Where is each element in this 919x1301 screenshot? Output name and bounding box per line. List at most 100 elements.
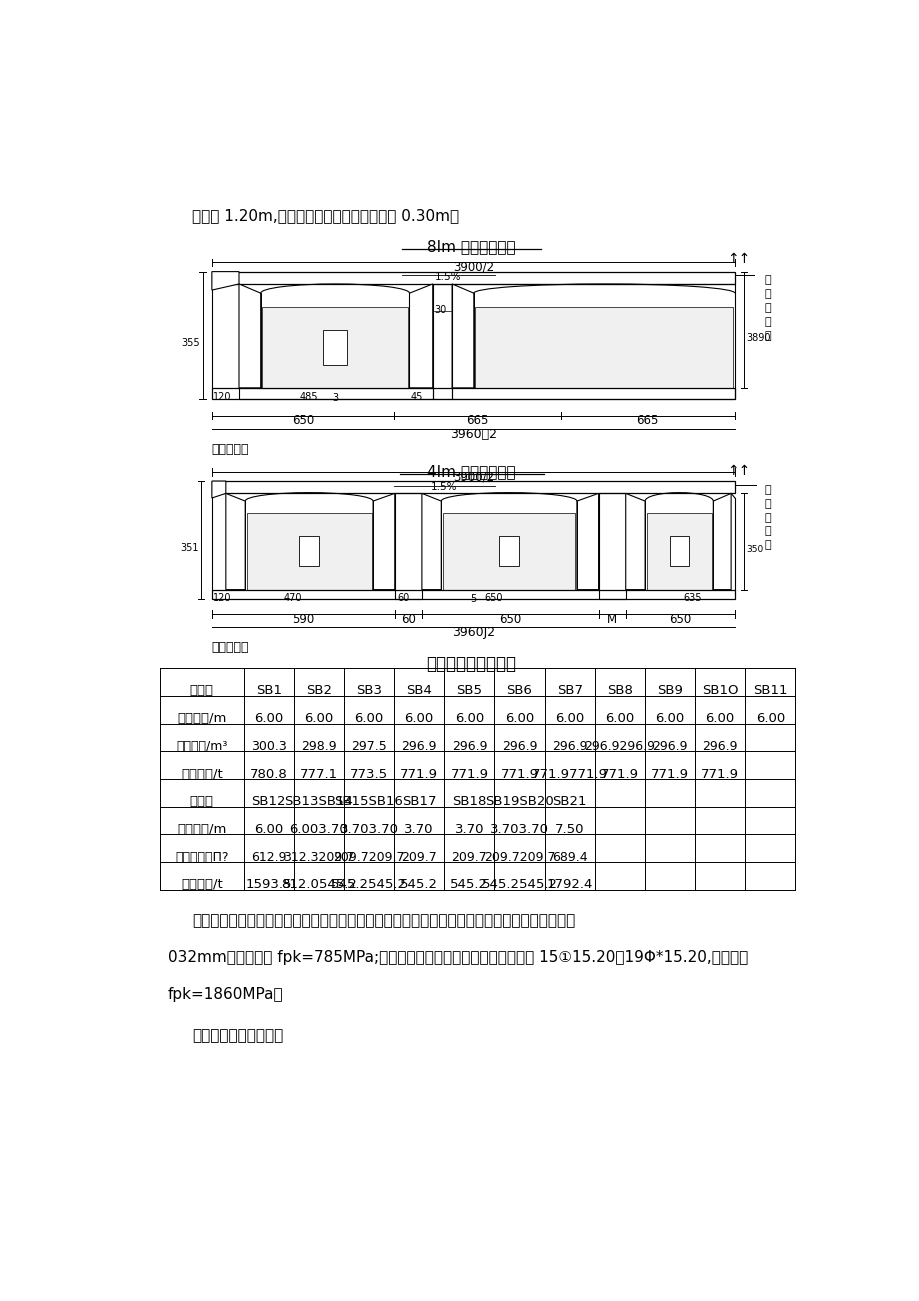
Text: 545.2: 545.2: [400, 878, 437, 891]
Text: 545.2: 545.2: [450, 878, 488, 891]
Text: 635: 635: [683, 593, 701, 602]
Text: SB2: SB2: [305, 684, 332, 697]
Text: 主梁边跨节段参数表: 主梁边跨节段参数表: [426, 656, 516, 673]
Bar: [246, 513, 371, 589]
Text: 771.9: 771.9: [651, 768, 688, 781]
Text: 6.003.70: 6.003.70: [289, 824, 348, 837]
Text: fpk=1860MPa。: fpk=1860MPa。: [167, 987, 283, 1002]
Text: 6.00: 6.00: [505, 712, 534, 725]
Text: 6.00: 6.00: [254, 824, 283, 837]
Text: 650: 650: [499, 613, 521, 626]
Text: 300.3: 300.3: [251, 740, 287, 753]
Text: 689.4: 689.4: [551, 851, 587, 864]
Text: 3900/2: 3900/2: [452, 470, 494, 483]
Text: 混凝土量／Π?: 混凝土量／Π?: [175, 851, 228, 864]
Text: 771.9: 771.9: [450, 768, 488, 781]
Text: 209.7: 209.7: [401, 851, 437, 864]
Text: 线: 线: [764, 540, 770, 550]
Text: 6.00: 6.00: [605, 712, 634, 725]
Text: 节段重量/t: 节段重量/t: [181, 878, 222, 891]
Text: 777.1: 777.1: [300, 768, 337, 781]
Text: 773.5: 773.5: [349, 768, 388, 781]
Text: 60: 60: [401, 613, 415, 626]
Text: SB4: SB4: [406, 684, 432, 697]
Bar: [239, 388, 432, 398]
Text: 296.9: 296.9: [501, 740, 537, 753]
Text: 3.70: 3.70: [454, 824, 483, 837]
Text: 3.703.70: 3.703.70: [490, 824, 549, 837]
Text: 单位：原米: 单位：原米: [211, 641, 249, 654]
Polygon shape: [576, 493, 598, 589]
Bar: [394, 493, 422, 598]
Text: 梁: 梁: [764, 498, 770, 509]
Text: 296.9: 296.9: [702, 740, 737, 753]
Text: SB3: SB3: [356, 684, 381, 697]
Bar: [299, 536, 319, 566]
Text: 边腹板 1.20m,肋板与底板闭合，肋板厚度为 0.30m。: 边腹板 1.20m,肋板与底板闭合，肋板厚度为 0.30m。: [192, 208, 460, 224]
Text: 296.9296.9: 296.9296.9: [584, 740, 654, 753]
Text: 节段长度/m: 节段长度/m: [177, 824, 226, 837]
Text: 3.70: 3.70: [404, 824, 434, 837]
Polygon shape: [225, 493, 245, 589]
Text: SB13SB14: SB13SB14: [284, 795, 353, 808]
Text: 节段重量/t: 节段重量/t: [181, 768, 222, 781]
Text: SB21: SB21: [552, 795, 586, 808]
Text: 1.5%: 1.5%: [431, 481, 457, 492]
Text: SB15SB16: SB15SB16: [335, 795, 403, 808]
Text: SB12: SB12: [251, 795, 286, 808]
Text: 209.7209.7: 209.7209.7: [333, 851, 404, 864]
Text: SB5: SB5: [456, 684, 482, 697]
Text: 812.0545.2: 812.0545.2: [280, 878, 357, 891]
Text: 6.00: 6.00: [304, 712, 334, 725]
Text: 3890: 3890: [746, 333, 770, 343]
Polygon shape: [625, 493, 644, 589]
Text: ↑↑: ↑↑: [726, 252, 750, 267]
Text: SB19SB20: SB19SB20: [484, 795, 553, 808]
Text: 1593.5: 1593.5: [245, 878, 291, 891]
Text: 8Im 跨主梁横断面: 8Im 跨主梁横断面: [426, 239, 516, 254]
Text: 771.9: 771.9: [500, 768, 538, 781]
Bar: [262, 307, 407, 388]
Text: 6.00: 6.00: [705, 712, 734, 725]
Text: M: M: [607, 613, 617, 626]
Text: 470: 470: [284, 593, 302, 602]
Text: SB18: SB18: [452, 795, 486, 808]
Bar: [211, 388, 734, 398]
Text: 209.7209.7: 209.7209.7: [483, 851, 555, 864]
Text: 665: 665: [636, 414, 658, 427]
Text: 3: 3: [333, 393, 338, 403]
Bar: [211, 272, 734, 284]
Text: SB8: SB8: [607, 684, 632, 697]
Text: 6.00: 6.00: [454, 712, 483, 725]
Text: 节段号: 节段号: [189, 795, 213, 808]
Text: 771.9: 771.9: [700, 768, 738, 781]
Text: 中: 中: [764, 303, 770, 314]
Text: 6.00: 6.00: [654, 712, 684, 725]
Text: 665: 665: [466, 414, 488, 427]
Text: SB1O: SB1O: [701, 684, 738, 697]
Text: 350: 350: [746, 545, 763, 554]
Polygon shape: [211, 272, 239, 290]
Text: 209.7: 209.7: [451, 851, 487, 864]
Bar: [211, 481, 734, 493]
Text: 296.9: 296.9: [652, 740, 687, 753]
Text: 3960，2: 3960，2: [449, 428, 496, 441]
Text: 650: 650: [483, 593, 502, 602]
Text: 032mm，标准强度 fpk=785MPa;预应力钢绞线采用高强度低松弛钢绞线 15①15.20、19Φ*15.20,抗拉强度: 032mm，标准强度 fpk=785MPa;预应力钢绞线采用高强度低松弛钢绞线 …: [167, 950, 747, 965]
Text: 612.9: 612.9: [251, 851, 286, 864]
Text: 120: 120: [213, 593, 232, 602]
Text: 6.00: 6.00: [754, 712, 784, 725]
Text: 545.2545.2: 545.2545.2: [331, 878, 406, 891]
Text: SB9: SB9: [656, 684, 682, 697]
Text: 355: 355: [181, 338, 200, 349]
Text: 60: 60: [397, 593, 409, 602]
Text: SB1: SB1: [255, 684, 281, 697]
Text: 6.00: 6.00: [354, 712, 383, 725]
Text: 主: 主: [764, 276, 770, 285]
Text: 312.3209.7: 312.3209.7: [283, 851, 354, 864]
Text: 3960J2: 3960J2: [451, 626, 494, 639]
Polygon shape: [373, 493, 394, 589]
Text: SB7: SB7: [556, 684, 582, 697]
Text: SB17: SB17: [402, 795, 436, 808]
Text: 4Im 跨主梁横断面: 4Im 跨主梁横断面: [426, 464, 516, 479]
